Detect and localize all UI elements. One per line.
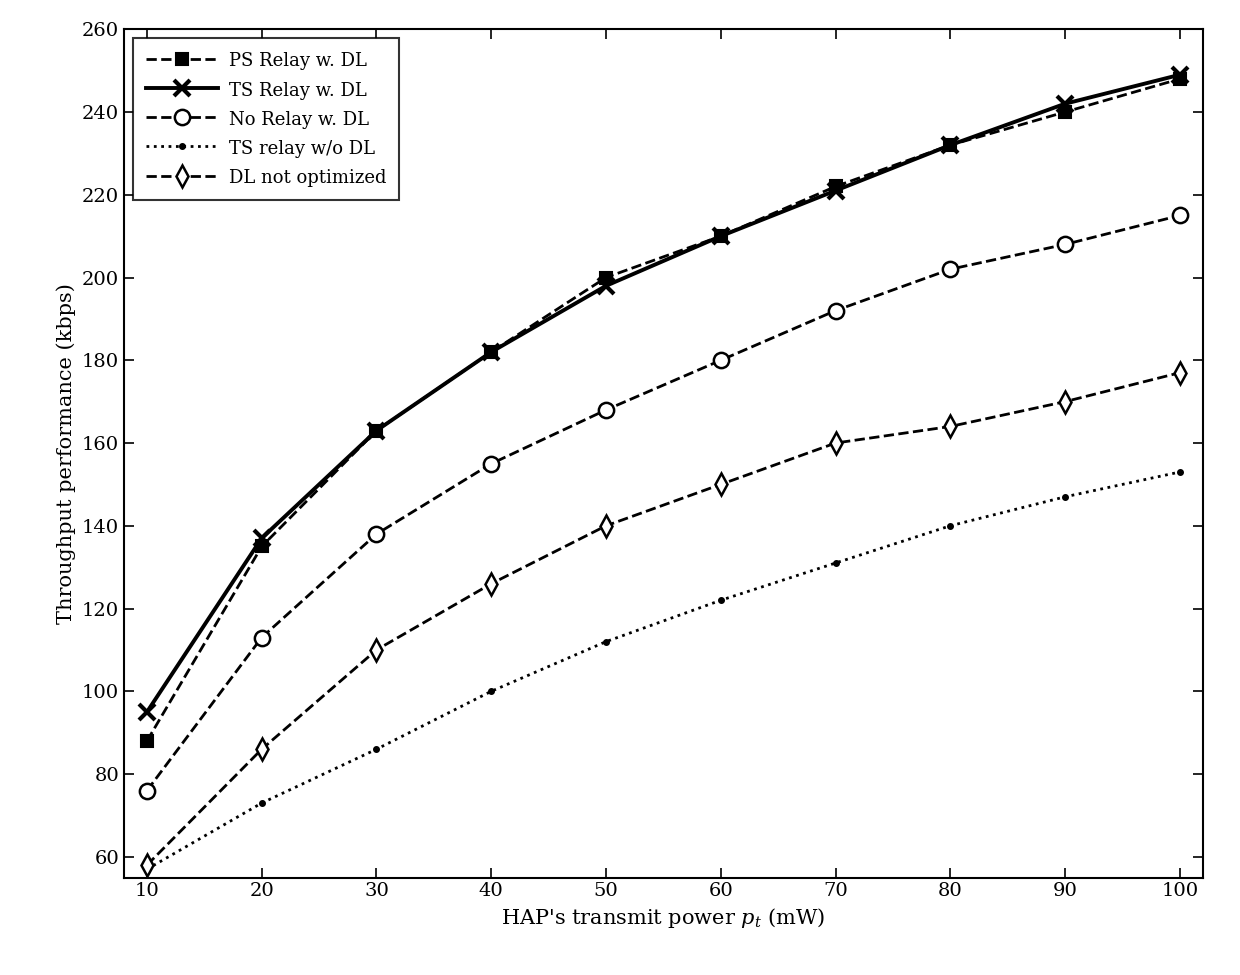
- PS Relay w. DL: [1058, 106, 1073, 118]
- DL not optimized: [370, 644, 384, 656]
- PS Relay w. DL: [484, 346, 498, 358]
- PS Relay w. DL: [140, 735, 155, 747]
- PS Relay w. DL: [1172, 73, 1187, 85]
- TS Relay w. DL: [713, 230, 728, 242]
- PS Relay w. DL: [599, 272, 614, 284]
- TS Relay w. DL: [254, 532, 269, 544]
- No Relay w. DL: [599, 404, 614, 415]
- TS Relay w. DL: [599, 280, 614, 292]
- TS relay w/o DL: [828, 557, 843, 568]
- TS Relay w. DL: [484, 346, 498, 358]
- TS relay w/o DL: [254, 798, 269, 809]
- TS relay w/o DL: [140, 864, 155, 876]
- TS Relay w. DL: [942, 139, 957, 151]
- PS Relay w. DL: [713, 230, 728, 242]
- No Relay w. DL: [254, 632, 269, 644]
- TS relay w/o DL: [1172, 466, 1187, 478]
- DL not optimized: [140, 859, 155, 871]
- PS Relay w. DL: [828, 180, 843, 192]
- TS relay w/o DL: [1058, 491, 1073, 503]
- TS relay w/o DL: [942, 520, 957, 531]
- TS Relay w. DL: [828, 185, 843, 197]
- PS Relay w. DL: [370, 425, 384, 437]
- DL not optimized: [1058, 396, 1073, 408]
- No Relay w. DL: [1058, 239, 1073, 251]
- DL not optimized: [828, 437, 843, 448]
- TS relay w/o DL: [599, 636, 614, 647]
- DL not optimized: [484, 578, 498, 590]
- No Relay w. DL: [370, 528, 384, 540]
- Y-axis label: Throughput performance (kbps): Throughput performance (kbps): [57, 283, 77, 624]
- TS relay w/o DL: [484, 685, 498, 697]
- DL not optimized: [254, 743, 269, 755]
- PS Relay w. DL: [942, 139, 957, 151]
- DL not optimized: [599, 520, 614, 531]
- TS relay w/o DL: [370, 743, 384, 755]
- PS Relay w. DL: [254, 540, 269, 552]
- Line: TS relay w/o DL: TS relay w/o DL: [141, 466, 1185, 875]
- TS relay w/o DL: [713, 595, 728, 606]
- Line: TS Relay w. DL: TS Relay w. DL: [139, 67, 1188, 720]
- TS Relay w. DL: [370, 425, 384, 437]
- No Relay w. DL: [942, 263, 957, 275]
- TS Relay w. DL: [1058, 98, 1073, 109]
- Line: PS Relay w. DL: PS Relay w. DL: [141, 73, 1185, 747]
- No Relay w. DL: [828, 305, 843, 317]
- TS Relay w. DL: [1172, 69, 1187, 81]
- No Relay w. DL: [140, 785, 155, 797]
- No Relay w. DL: [713, 355, 728, 367]
- Line: DL not optimized: DL not optimized: [139, 365, 1188, 873]
- No Relay w. DL: [484, 458, 498, 470]
- No Relay w. DL: [1172, 210, 1187, 221]
- DL not optimized: [1172, 367, 1187, 378]
- DL not optimized: [942, 420, 957, 432]
- DL not optimized: [713, 479, 728, 490]
- TS Relay w. DL: [140, 706, 155, 718]
- X-axis label: HAP's transmit power $p_t$ (mW): HAP's transmit power $p_t$ (mW): [501, 906, 826, 930]
- Legend: PS Relay w. DL, TS Relay w. DL, No Relay w. DL, TS relay w/o DL, DL not optimize: PS Relay w. DL, TS Relay w. DL, No Relay…: [133, 38, 399, 200]
- Line: No Relay w. DL: No Relay w. DL: [139, 208, 1188, 799]
